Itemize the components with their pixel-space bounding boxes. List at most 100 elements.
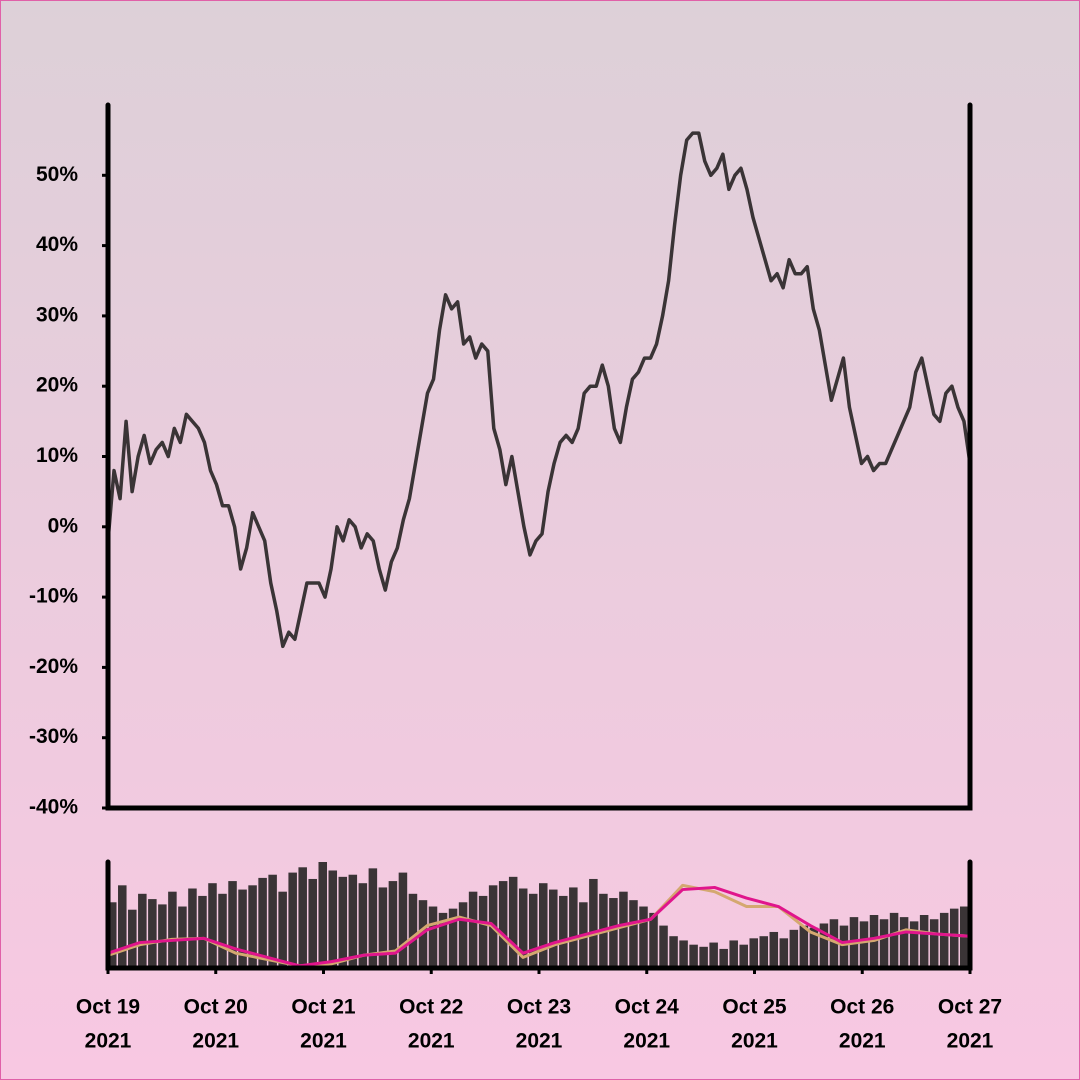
x-tick-label: 2021 <box>947 1030 994 1053</box>
volume-bar <box>358 883 368 968</box>
volume-bar <box>909 921 919 968</box>
volume-bar <box>799 925 809 968</box>
volume-bar <box>208 883 217 968</box>
volume-bar <box>659 925 668 968</box>
volume-bar <box>649 912 658 968</box>
y-tick-label: -10% <box>29 585 78 608</box>
x-tick-label: 2021 <box>85 1030 132 1053</box>
x-tick-label: 2021 <box>300 1030 347 1053</box>
volume-bar <box>919 915 929 968</box>
volume-bar <box>248 885 257 968</box>
volume-bar <box>348 874 358 968</box>
volume-bar <box>539 883 548 968</box>
x-tick-label: Oct 23 <box>507 996 571 1019</box>
x-tick-label: Oct 21 <box>291 996 356 1019</box>
volume-bar <box>689 944 698 968</box>
volume-bar <box>729 940 738 968</box>
volume-bar <box>809 927 819 968</box>
x-tick-label: 2021 <box>408 1030 455 1053</box>
y-tick-label: -40% <box>29 796 78 819</box>
volume-bar <box>328 870 338 968</box>
volume-bar <box>128 909 137 968</box>
x-tick-label: Oct 22 <box>399 996 463 1019</box>
volume-bar <box>108 902 117 968</box>
volume-bar <box>709 942 718 968</box>
volume-bar <box>879 919 889 968</box>
volume-bar <box>569 887 578 968</box>
volume-bar <box>148 899 157 968</box>
volume-bar <box>669 936 678 968</box>
x-tick-label: Oct 27 <box>938 996 1002 1019</box>
volume-bar <box>258 877 267 968</box>
moving-average <box>107 883 971 968</box>
volume-bar <box>408 893 418 968</box>
volume-bar <box>889 912 899 968</box>
y-tick-label: 0% <box>48 514 79 537</box>
volume-bar <box>699 946 708 968</box>
volume-bar <box>819 923 829 968</box>
y-tick-label: -20% <box>29 655 78 678</box>
x-tick-label: 2021 <box>839 1030 886 1053</box>
volume-bar <box>188 888 197 968</box>
y-tick-label: 40% <box>36 233 78 256</box>
volume-bar <box>518 888 528 968</box>
volume-bar <box>639 906 648 968</box>
volume-bar <box>549 889 558 968</box>
y-tick-label: 30% <box>36 303 78 326</box>
x-tick-label: 2021 <box>731 1030 778 1053</box>
x-tick-label: 2021 <box>192 1030 239 1053</box>
volume-bar <box>679 940 688 968</box>
volume-bar <box>118 885 127 968</box>
volume-bar <box>368 868 378 968</box>
volume-bar <box>619 891 628 968</box>
volume-bar <box>318 862 328 968</box>
volume-bar <box>268 874 277 968</box>
y-tick-label: 50% <box>36 163 78 186</box>
volume-bar <box>388 881 398 968</box>
volume-bar <box>949 908 959 968</box>
volume-bar <box>589 878 598 968</box>
x-tick-label: Oct 26 <box>830 996 894 1019</box>
volume-bar <box>178 906 187 968</box>
volume-bar <box>468 891 478 968</box>
volume-bar <box>528 893 538 968</box>
volume-bar <box>739 944 748 968</box>
volume-bar <box>298 867 307 968</box>
volume-bar <box>839 925 849 968</box>
y-tick-label: 10% <box>36 444 78 467</box>
volume-bar <box>749 938 759 968</box>
y-tick-label: -30% <box>29 725 78 748</box>
price-line <box>106 131 972 649</box>
volume-bar <box>338 876 348 968</box>
volume-bar <box>779 938 789 968</box>
volume-bar <box>238 889 247 968</box>
volume-bar <box>458 902 468 968</box>
volume-bar <box>428 906 438 968</box>
volume-bar <box>929 919 939 968</box>
volume-bar <box>138 893 147 968</box>
x-tick-label: Oct 24 <box>615 996 680 1019</box>
volume-bar <box>508 876 518 968</box>
x-tick-label: 2021 <box>516 1030 563 1053</box>
volume-bar <box>629 900 638 968</box>
volume-bar <box>218 893 227 968</box>
volume-bar <box>438 912 448 968</box>
volume-bar <box>478 895 488 968</box>
volume-bar <box>448 908 458 968</box>
volume-bar <box>719 948 728 968</box>
x-tick-label: 2021 <box>623 1030 670 1053</box>
volume-bar <box>498 881 508 968</box>
x-tick-label: Oct 20 <box>184 996 248 1019</box>
volume-bar <box>899 917 909 968</box>
volume-bar <box>228 881 237 968</box>
volume-bar <box>398 872 408 968</box>
volume-bar <box>859 921 869 968</box>
volume-bar <box>278 891 287 968</box>
axis-frame <box>105 102 973 811</box>
volume-bar <box>759 936 769 968</box>
x-tick-label: Oct 25 <box>722 996 787 1019</box>
volume-bar <box>609 898 618 968</box>
volume-bar <box>288 872 297 968</box>
